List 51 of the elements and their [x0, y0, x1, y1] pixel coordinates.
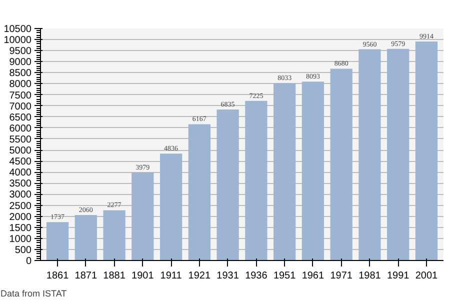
bar — [160, 154, 182, 260]
x-tick-label: 2001 — [415, 270, 438, 282]
y-tick-label: 6000 — [9, 123, 32, 134]
y-tick-label: 2000 — [9, 212, 32, 223]
y-tick-label: 1000 — [9, 234, 32, 245]
bar — [74, 214, 97, 260]
y-tick-label: 3500 — [9, 178, 32, 190]
y-tick-label: 9000 — [9, 57, 32, 68]
y-tick-label: 10500 — [4, 24, 32, 35]
bar — [415, 41, 438, 260]
y-tick-label: 5500 — [9, 134, 32, 146]
bar — [274, 83, 296, 260]
y-tick-label: 1500 — [9, 222, 32, 234]
y-tick-label: 7500 — [9, 90, 32, 102]
x-tick-label: 1911 — [160, 270, 182, 282]
bar — [358, 49, 381, 260]
text: Data from ISTAT — [0, 288, 68, 298]
y-tick-label: 500 — [14, 244, 32, 256]
y-tick-label: 4000 — [9, 168, 32, 179]
y-tick-label: 8500 — [9, 68, 32, 80]
x-tick-label: 1871 — [74, 270, 98, 282]
bar — [132, 172, 154, 260]
x-tick-label: 1991 — [386, 270, 410, 282]
x-tick-label: 1901 — [132, 270, 154, 282]
bar — [387, 48, 410, 260]
bar — [245, 100, 268, 260]
x-tick-label: 1981 — [358, 270, 382, 282]
y-tick-label: 9500 — [9, 46, 32, 58]
bar — [302, 82, 324, 260]
bar — [188, 124, 210, 260]
y-tick-label: 8000 — [9, 79, 32, 90]
x-tick-label: 1881 — [103, 270, 126, 282]
x-tick-label: 1961 — [302, 270, 325, 282]
y-tick-label: 4500 — [9, 156, 32, 168]
bar — [46, 222, 69, 260]
y-tick-label: 3000 — [9, 190, 32, 201]
y-tick-label: 7000 — [9, 101, 32, 112]
x-tick-label: 1936 — [245, 270, 268, 282]
y-tick-label: 0 — [26, 256, 32, 267]
x-tick-label: 1921 — [188, 270, 211, 282]
bar — [103, 210, 126, 260]
x-tick-label: 1971 — [330, 270, 353, 282]
x-tick-label: 1861 — [46, 270, 70, 282]
y-tick-label: 6500 — [9, 112, 32, 124]
bar — [216, 109, 239, 260]
y-tick-label: 2500 — [9, 200, 32, 212]
x-tick-label: 1931 — [216, 270, 240, 282]
y-tick-label: 10000 — [4, 35, 32, 46]
x-tick-label: 1951 — [273, 270, 296, 282]
bar — [330, 68, 352, 260]
y-tick-label: 5000 — [9, 146, 32, 157]
